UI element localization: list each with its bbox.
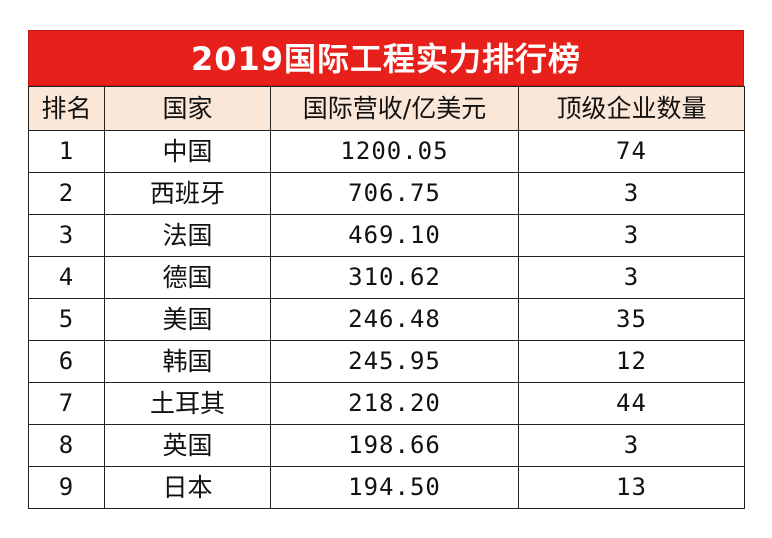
companies-cell: 3 [518, 172, 745, 215]
revenue-cell: 245.95 [270, 340, 519, 383]
rank-cell: 9 [28, 466, 105, 509]
table-row: 9 日本 194.50 13 [28, 466, 745, 509]
table-row: 1 中国 1200.05 74 [28, 130, 745, 173]
rank-cell: 3 [28, 214, 105, 257]
table-row: 3 法国 469.10 3 [28, 214, 745, 257]
revenue-cell: 198.66 [270, 424, 519, 467]
country-cell: 美国 [104, 298, 271, 341]
header-companies: 顶级企业数量 [518, 86, 745, 131]
table-row: 6 韩国 245.95 12 [28, 340, 745, 383]
table-row: 7 土耳其 218.20 44 [28, 382, 745, 425]
rank-cell: 5 [28, 298, 105, 341]
rank-cell: 1 [28, 130, 105, 173]
rank-cell: 6 [28, 340, 105, 383]
revenue-cell: 469.10 [270, 214, 519, 257]
revenue-cell: 1200.05 [270, 130, 519, 173]
companies-cell: 35 [518, 298, 745, 341]
companies-cell: 12 [518, 340, 745, 383]
revenue-cell: 310.62 [270, 256, 519, 299]
companies-cell: 3 [518, 256, 745, 299]
revenue-cell: 218.20 [270, 382, 519, 425]
country-cell: 韩国 [104, 340, 271, 383]
companies-cell: 44 [518, 382, 745, 425]
header-rank: 排名 [28, 86, 105, 131]
rank-cell: 2 [28, 172, 105, 215]
table-title: 2019国际工程实力排行榜 [28, 30, 744, 86]
companies-cell: 3 [518, 424, 745, 467]
rank-cell: 7 [28, 382, 105, 425]
country-cell: 西班牙 [104, 172, 271, 215]
table-row: 5 美国 246.48 35 [28, 298, 745, 341]
table-row: 8 英国 198.66 3 [28, 424, 745, 467]
companies-cell: 74 [518, 130, 745, 173]
revenue-cell: 194.50 [270, 466, 519, 509]
table-row: 2 西班牙 706.75 3 [28, 172, 745, 215]
country-cell: 日本 [104, 466, 271, 509]
country-cell: 德国 [104, 256, 271, 299]
header-revenue: 国际营收/亿美元 [270, 86, 519, 131]
country-cell: 土耳其 [104, 382, 271, 425]
country-cell: 英国 [104, 424, 271, 467]
header-country: 国家 [104, 86, 271, 131]
revenue-cell: 246.48 [270, 298, 519, 341]
companies-cell: 3 [518, 214, 745, 257]
table-row: 4 德国 310.62 3 [28, 256, 745, 299]
ranking-table: 排名 国家 国际营收/亿美元 顶级企业数量 1 中国 1200.05 74 2 … [28, 86, 745, 509]
header-row: 排名 国家 国际营收/亿美元 顶级企业数量 [28, 86, 745, 131]
companies-cell: 13 [518, 466, 745, 509]
country-cell: 中国 [104, 130, 271, 173]
revenue-cell: 706.75 [270, 172, 519, 215]
country-cell: 法国 [104, 214, 271, 257]
ranking-table-container: 2019国际工程实力排行榜 排名 国家 国际营收/亿美元 顶级企业数量 1 中国… [28, 30, 745, 509]
rank-cell: 8 [28, 424, 105, 467]
rank-cell: 4 [28, 256, 105, 299]
